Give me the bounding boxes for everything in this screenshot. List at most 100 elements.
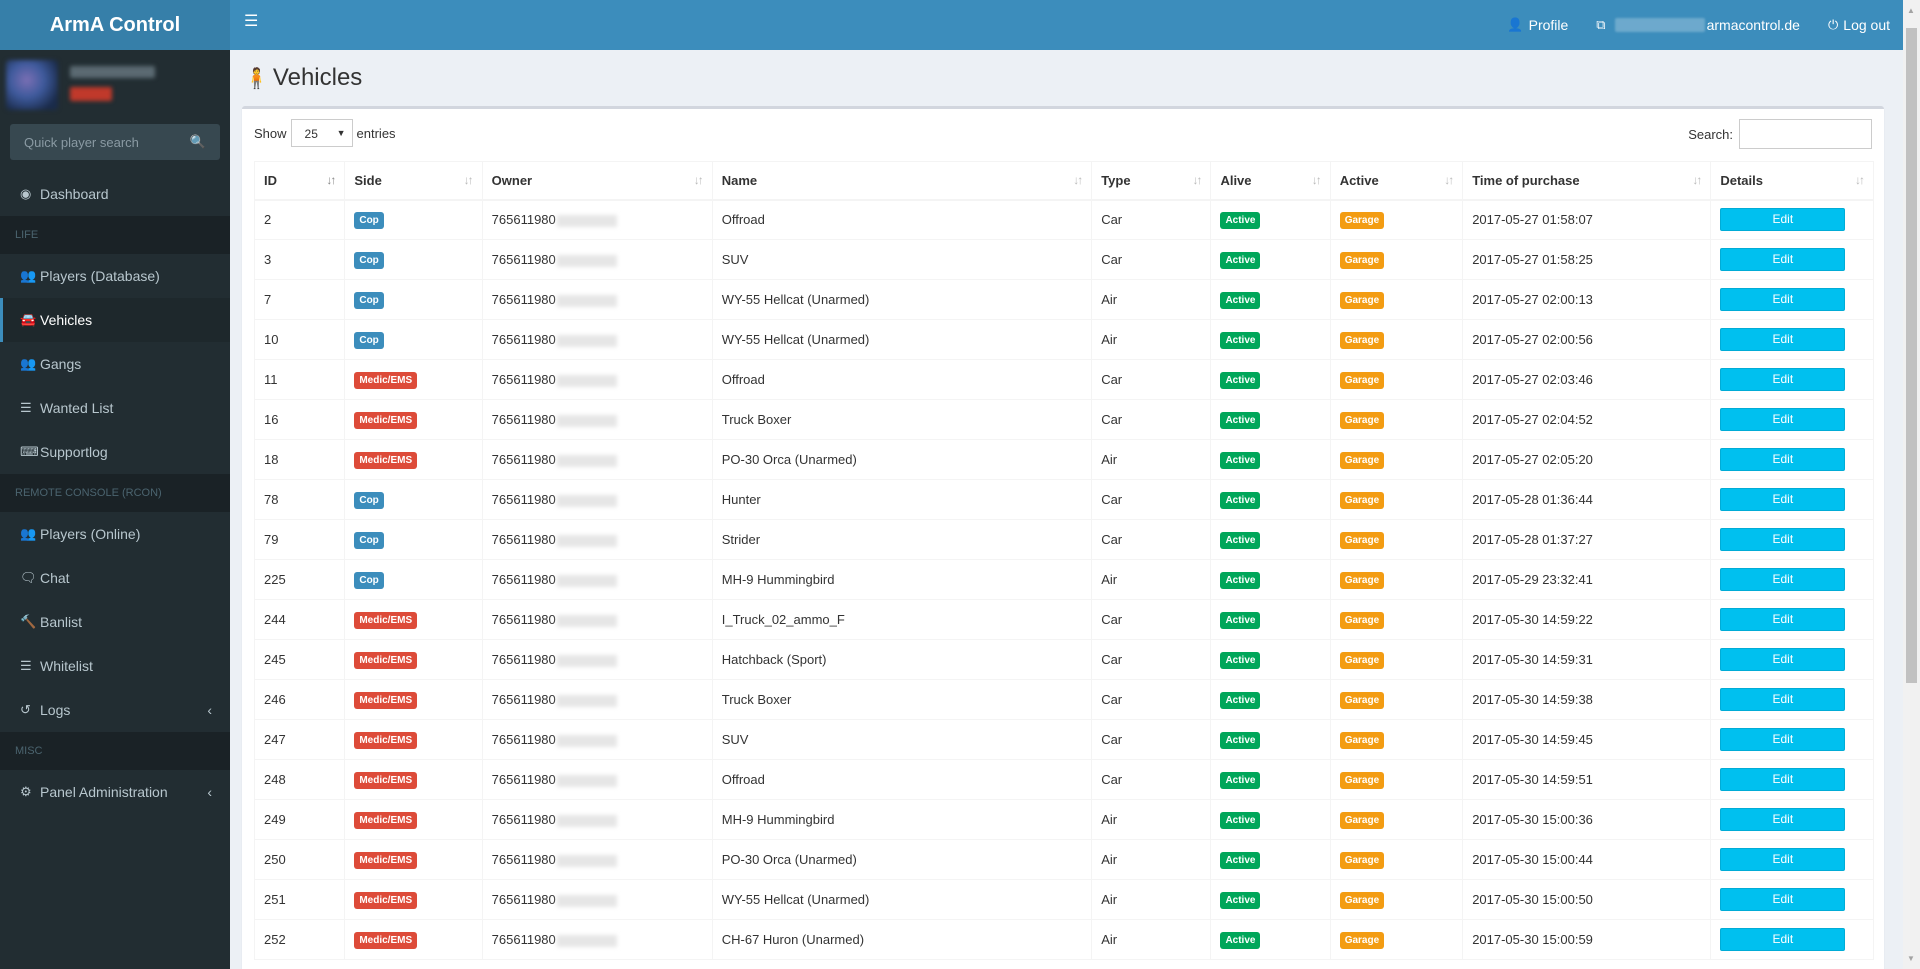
edit-button[interactable]: Edit [1720,328,1846,351]
active-badge: Garage [1339,491,1385,509]
cell-details: Edit [1710,199,1874,240]
cell-name: WY-55 Hellcat (Unarmed) [711,879,1093,920]
edit-button[interactable]: Edit [1720,928,1846,951]
edit-button[interactable]: Edit [1720,488,1846,511]
cell-details: Edit [1710,839,1874,880]
search-icon[interactable]: 🔍 [189,134,206,149]
edit-button[interactable]: Edit [1720,888,1846,911]
navbar-right: 👤 Profile ⧉ armacontrol.de ⏻ Log out [1479,0,1890,50]
cell-owner: 765611980 [481,239,713,280]
cell-details: Edit [1710,799,1874,840]
edit-button[interactable]: Edit [1720,448,1846,471]
active-badge: Garage [1339,371,1385,389]
edit-button[interactable]: Edit [1720,608,1846,631]
table-body: 2 Cop 765611980 Offroad Car Active Garage 2017-… [253,199,1874,960]
edit-button[interactable]: Edit [1720,528,1846,551]
edit-button[interactable]: Edit [1720,768,1846,791]
page-scrollbar[interactable]: ▲ ▼ [1903,0,1920,969]
sidebar-item-players-database[interactable]: 👥 Players (Database) [0,254,230,298]
edit-button[interactable]: Edit [1720,288,1846,311]
column-header[interactable]: Alive ↓↑ [1210,161,1331,201]
cell-name: SUV [711,239,1093,280]
sidebar-item-whitelist[interactable]: ☰ Whitelist [0,644,230,688]
sidebar-toggle-icon[interactable]: ☰ [244,13,259,30]
edit-button[interactable]: Edit [1720,368,1846,391]
sidebar-item-label: Vehicles [40,312,93,328]
column-header[interactable]: Owner ↓↑ [481,161,713,201]
dashboard-icon: ◉ [20,186,32,201]
cell-active: Garage [1329,439,1464,480]
table-search-input[interactable] [1739,119,1872,149]
sidebar-item-players-online[interactable]: 👥 Players (Online) [0,512,230,556]
edit-button[interactable]: Edit [1720,408,1846,431]
edit-button[interactable]: Edit [1720,248,1846,271]
cell-time: 2017-05-30 15:00:36 [1462,799,1712,840]
sidebar-item-wanted-list[interactable]: ☰ Wanted List [0,386,230,430]
cell-details: Edit [1710,599,1874,640]
edit-button[interactable]: Edit [1720,648,1846,671]
column-header[interactable]: Side ↓↑ [344,161,483,201]
column-header[interactable]: ID ↓↑ [253,161,346,201]
edit-button[interactable]: Edit [1720,208,1846,232]
cell-active: Garage [1329,399,1464,440]
edit-button[interactable]: Edit [1720,568,1846,591]
sidebar-item-chat[interactable]: 🗨 Chat [0,556,230,600]
side-badge: Cop [354,251,384,269]
cell-alive: Active [1210,559,1331,600]
sidebar-item-gangs[interactable]: 👥 Gangs [0,342,230,386]
sidebar-item-supportlog[interactable]: ⌨ Supportlog [0,430,230,474]
server-link[interactable]: ⧉ armacontrol.de [1596,17,1800,33]
owner-id: 765611980 [491,412,556,427]
table-row: 249 Medic/EMS 765611980 MH-9 Hummingbird Air… [253,799,1874,840]
column-header[interactable]: Active ↓↑ [1329,161,1464,201]
cell-active: Garage [1329,559,1464,600]
sidebar-item-vehicles[interactable]: 🚘 Vehicles [0,298,230,342]
cell-active: Garage [1329,359,1464,400]
cell-type: Car [1091,679,1212,720]
column-header[interactable]: Time of purchase ↓↑ [1462,161,1712,201]
scroll-down-icon[interactable]: ▼ [1907,954,1915,963]
cell-alive: Active [1210,719,1331,760]
edit-button[interactable]: Edit [1720,848,1846,871]
alive-badge: Active [1220,691,1261,709]
cell-id: 249 [253,799,346,840]
cell-details: Edit [1710,519,1874,560]
sidebar-item-label: Whitelist [40,658,93,674]
sidebar-item-panel-administration[interactable]: ⚙ Panel Administration ‹ [0,770,230,814]
table-row: 248 Medic/EMS 765611980 Offroad Car Active Gar… [253,759,1874,800]
edit-button[interactable]: Edit [1720,808,1846,831]
page-title: 🧍 Vehicles [244,64,362,92]
cell-id: 3 [253,239,346,280]
entries-label: entries [356,125,396,141]
sidebar-item-dashboard[interactable]: ◉ Dashboard [0,172,230,216]
edit-button[interactable]: Edit [1720,728,1846,751]
cell-name: PO-30 Orca (Unarmed) [711,839,1093,880]
table-row: 250 Medic/EMS 765611980 PO-30 Orca (Unarmed… [253,839,1874,880]
sidebar-menu: ◉ Dashboard LIFE 👥 Players (Database) 🚘 … [0,172,230,814]
scrollbar-thumb[interactable] [1906,28,1917,683]
quick-player-search-input[interactable] [10,124,190,160]
quick-player-search: 🔍 [10,124,220,160]
sidebar-item-logs[interactable]: ↺ Logs ‹ [0,688,230,732]
column-header[interactable]: Details ↓↑ [1710,161,1874,201]
cell-type: Air [1091,879,1212,920]
side-badge: Medic/EMS [354,811,418,829]
column-header[interactable]: Name ↓↑ [711,161,1093,201]
owner-id-redacted [556,854,617,867]
cell-owner: 765611980 [481,799,713,840]
cell-time: 2017-05-28 01:37:27 [1462,519,1712,560]
profile-link[interactable]: 👤 Profile [1507,17,1568,33]
column-header[interactable]: Type ↓↑ [1091,161,1212,201]
cell-time: 2017-05-29 23:32:41 [1462,559,1712,600]
cell-active: Garage [1329,199,1464,240]
app-logo[interactable]: ArmA Control [0,0,230,50]
scroll-up-icon[interactable]: ▲ [1907,6,1915,15]
cell-time: 2017-05-30 15:00:44 [1462,839,1712,880]
cell-owner: 765611980 [481,199,713,240]
cell-id: 16 [253,399,346,440]
edit-button[interactable]: Edit [1720,688,1846,711]
logout-link[interactable]: ⏻ Log out [1828,17,1890,33]
cell-owner: 765611980 [481,639,713,680]
sidebar-item-banlist[interactable]: 🔨 Banlist [0,600,230,644]
entries-select[interactable]: 25 ▼ [290,119,353,147]
